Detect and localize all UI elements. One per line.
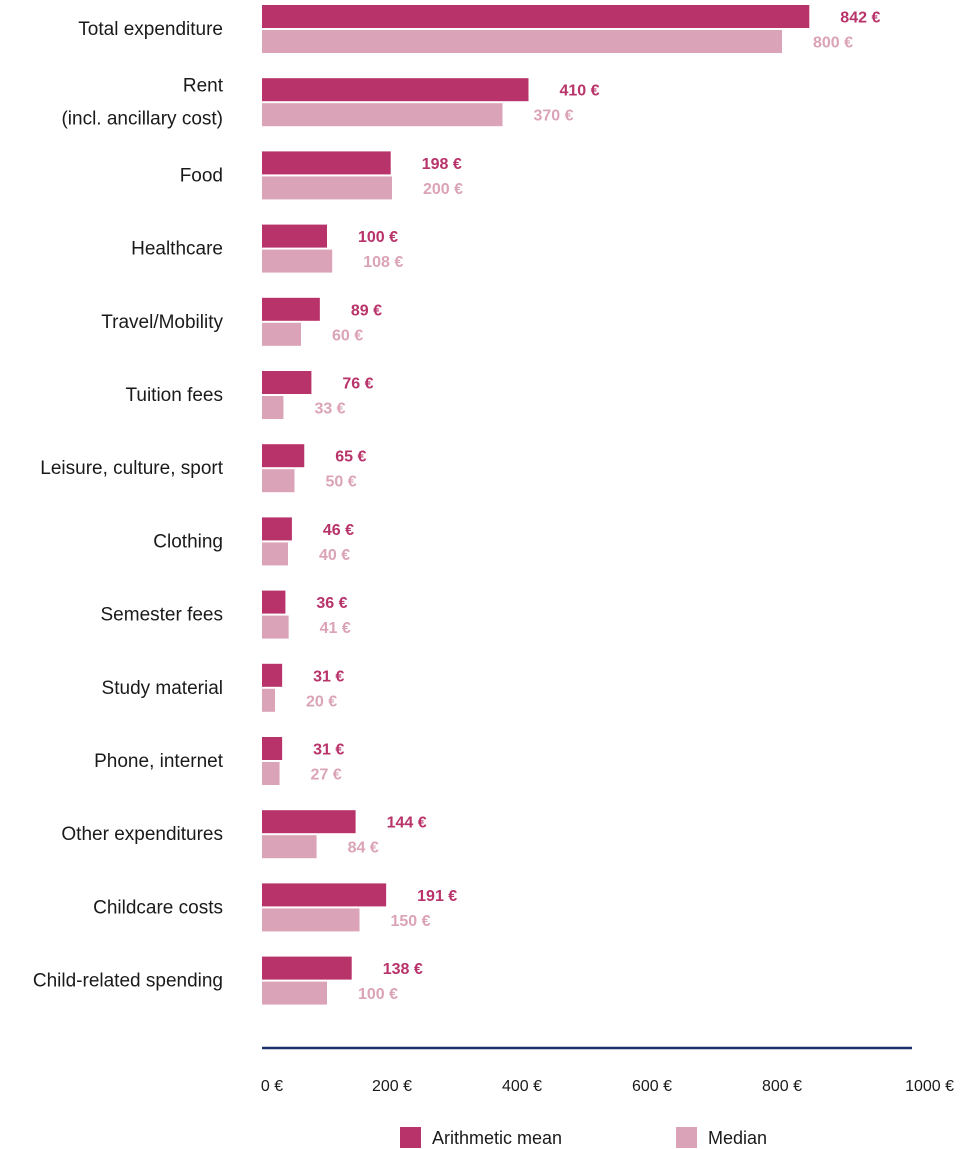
legend-label-median: Median	[708, 1128, 767, 1148]
x-tick-label: 400 €	[502, 1078, 542, 1095]
bar-mean	[262, 444, 305, 468]
bar-median	[262, 688, 275, 712]
value-label-median: 370 €	[534, 108, 574, 125]
bar-median	[262, 322, 301, 346]
bar-mean	[262, 151, 391, 175]
legend-label-mean: Arithmetic mean	[432, 1128, 562, 1148]
legend-swatch-median	[676, 1127, 697, 1148]
category-label: Phone, internet	[94, 751, 224, 772]
bar-median	[262, 103, 503, 127]
bar-median	[262, 981, 327, 1005]
value-label-median: 60 €	[332, 327, 363, 344]
bars	[262, 5, 810, 1005]
bar-mean	[262, 371, 312, 394]
x-tick-label: 1000 €	[905, 1078, 954, 1095]
value-label-median: 40 €	[319, 547, 350, 564]
category-label: Study material	[102, 678, 223, 699]
value-label-median: 200 €	[423, 181, 463, 198]
category-label: Rent	[183, 76, 224, 97]
category-labels: Total expenditure Rent (incl. ancillary co…	[33, 19, 224, 992]
category-label: Total expenditure	[78, 19, 223, 40]
category-label: Semester fees	[101, 605, 224, 626]
value-label-mean: 36 €	[316, 595, 347, 612]
bar-median	[262, 908, 360, 932]
value-label-median: 20 €	[306, 693, 337, 710]
value-labels: 842 € 800 € 410 € 370 € 198 € 200 € 100 € 108 €…	[306, 10, 880, 1004]
x-tick-label: 800 €	[762, 1078, 802, 1095]
bar-mean	[262, 810, 356, 834]
value-label-mean: 46 €	[323, 522, 354, 539]
bar-mean	[262, 590, 286, 614]
category-label: Food	[180, 165, 223, 186]
category-label: Childcare costs	[93, 897, 223, 918]
bar-mean	[262, 78, 529, 102]
value-label-mean: 31 €	[313, 668, 344, 685]
legend: Arithmetic mean Median	[400, 1127, 767, 1148]
value-label-median: 27 €	[311, 767, 342, 784]
bar-mean	[262, 883, 387, 907]
value-label-mean: 410 €	[560, 83, 600, 100]
value-label-mean: 65 €	[335, 449, 366, 466]
bar-median	[262, 249, 333, 273]
category-label: Travel/Mobility	[101, 312, 223, 333]
value-label-median: 33 €	[314, 401, 345, 418]
value-label-mean: 138 €	[383, 961, 423, 978]
value-label-mean: 89 €	[351, 302, 382, 319]
value-label-median: 800 €	[813, 35, 853, 52]
category-label: Healthcare	[131, 239, 223, 260]
bar-mean	[262, 5, 810, 28]
legend-swatch-mean	[400, 1127, 421, 1148]
category-label: Other expenditures	[61, 824, 223, 845]
value-label-mean: 198 €	[422, 156, 462, 173]
value-label-mean: 842 €	[840, 10, 880, 27]
category-label: Child-related spending	[33, 971, 223, 992]
bar-median	[262, 762, 280, 785]
bar-median	[262, 30, 782, 53]
value-label-median: 50 €	[326, 474, 357, 491]
bar-mean	[262, 737, 283, 760]
category-label: (incl. ancillary cost)	[61, 109, 223, 130]
bar-median	[262, 542, 288, 566]
value-label-median: 100 €	[358, 986, 398, 1003]
x-tick-label: 0 €	[261, 1078, 283, 1095]
x-tick-label: 600 €	[632, 1078, 672, 1095]
bar-median	[262, 469, 295, 493]
value-label-mean: 31 €	[313, 742, 344, 759]
x-tick-label: 200 €	[372, 1078, 412, 1095]
category-label: Clothing	[153, 531, 223, 552]
value-label-median: 150 €	[391, 913, 431, 930]
value-label-median: 41 €	[320, 620, 351, 637]
bar-median	[262, 396, 284, 419]
bar-median	[262, 835, 317, 859]
bar-mean	[262, 956, 352, 980]
category-label: Leisure, culture, sport	[40, 458, 223, 479]
category-label: Tuition fees	[125, 385, 223, 406]
bar-median	[262, 176, 392, 200]
bar-mean	[262, 224, 327, 248]
x-tick-labels: 0 € 200 € 400 € 600 € 800 € 1000 €	[261, 1078, 954, 1095]
bar-mean	[262, 297, 320, 321]
bar-median	[262, 615, 289, 639]
value-label-mean: 100 €	[358, 229, 398, 246]
value-label-mean: 144 €	[387, 815, 427, 832]
value-label-median: 108 €	[363, 254, 403, 271]
value-label-median: 84 €	[348, 840, 379, 857]
value-label-mean: 76 €	[342, 376, 373, 393]
value-label-mean: 191 €	[417, 888, 457, 905]
bar-mean	[262, 663, 283, 687]
bar-mean	[262, 517, 292, 541]
